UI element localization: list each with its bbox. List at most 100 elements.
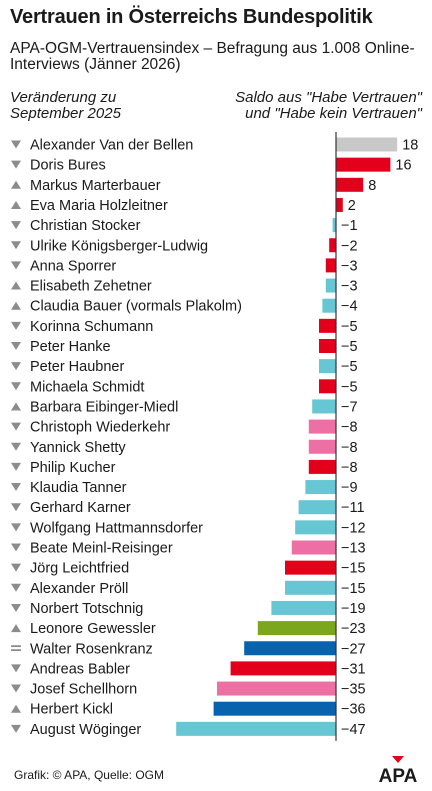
value-label: −12 <box>341 520 366 536</box>
politician-name: Jörg Leichtfried <box>30 561 129 577</box>
politician-name: Elisabeth Zehetner <box>30 279 152 295</box>
trend-up-icon <box>11 180 21 189</box>
politician-name: Anna Sporrer <box>30 258 116 274</box>
value-label: −47 <box>341 722 366 738</box>
chart-subtitle: APA-OGM-Vertrauensindex – Befragung aus … <box>10 40 415 73</box>
bar <box>285 580 336 595</box>
value-label: −35 <box>341 682 366 698</box>
trend-down-icon <box>11 583 21 592</box>
politician-name: August Wöginger <box>30 722 141 738</box>
politician-name: Klaudia Tanner <box>30 480 127 496</box>
value-label: −36 <box>341 702 366 718</box>
value-label: −4 <box>341 299 358 315</box>
trend-down-icon <box>11 664 21 673</box>
trend-down-icon <box>11 140 21 149</box>
trend-down-icon <box>11 523 21 532</box>
trend-down-icon <box>11 422 21 431</box>
politician-name: Peter Haubner <box>30 359 124 375</box>
trend-down-icon <box>11 382 21 391</box>
source-note: Grafik: © APA, Quelle: OGM <box>14 768 164 782</box>
value-label: 2 <box>348 198 356 214</box>
bar <box>257 621 336 636</box>
trend-down-icon <box>11 321 21 330</box>
trend-up-icon <box>11 301 21 310</box>
politician-name: Yannick Shetty <box>30 440 126 456</box>
chart-title: Vertrauen in Österreichs Bundespolitik <box>10 6 373 28</box>
bar <box>319 379 336 394</box>
bar <box>308 459 336 474</box>
trend-down-icon <box>11 543 21 552</box>
value-label: −9 <box>341 480 358 496</box>
bar <box>213 701 336 716</box>
politician-name: Christian Stocker <box>30 218 141 234</box>
bar <box>271 600 336 615</box>
value-label: −3 <box>341 279 358 295</box>
politician-name: Philip Kucher <box>30 460 116 476</box>
trend-down-icon <box>11 603 21 612</box>
bar <box>308 439 336 454</box>
politician-name: Ulrike Königsberger-Ludwig <box>30 238 208 254</box>
trend-down-icon <box>11 221 21 230</box>
politician-name: Eva Maria Holzleitner <box>30 198 168 214</box>
bar <box>336 177 364 192</box>
bar <box>336 137 398 152</box>
value-label: −8 <box>341 440 358 456</box>
bar <box>332 218 336 233</box>
bar <box>308 419 336 434</box>
bar <box>176 721 336 736</box>
politician-name: Claudia Bauer (vormals Plakolm) <box>30 299 242 315</box>
politician-name: Peter Hanke <box>30 339 111 355</box>
trend-down-icon <box>11 462 21 471</box>
value-label: −15 <box>341 561 366 577</box>
bar <box>230 661 336 676</box>
value-label: −11 <box>341 500 365 516</box>
change-header-line2: September 2025 <box>10 105 121 122</box>
trend-down-icon <box>11 724 21 733</box>
politician-name: Leonore Gewessler <box>30 621 156 637</box>
politician-name: Norbert Totschnig <box>30 601 143 617</box>
value-label: −5 <box>341 379 358 395</box>
politician-name: Alexander Van der Bellen <box>30 138 193 154</box>
trend-down-icon <box>11 261 21 270</box>
bar <box>336 197 343 212</box>
bar <box>325 258 336 273</box>
trend-up-icon <box>11 402 21 411</box>
trust-bar-chart: Alexander Van der Bellen 18 Doris Bures 16 M… <box>11 132 418 741</box>
value-label: 18 <box>402 138 418 154</box>
trend-down-icon <box>11 342 21 350</box>
bar <box>319 339 336 353</box>
bar <box>325 278 336 293</box>
trend-up-icon <box>11 200 21 209</box>
trend-down-icon <box>11 241 21 250</box>
politician-name: Wolfgang Hattmannsdorfer <box>30 520 203 536</box>
value-label: −5 <box>341 359 358 375</box>
politician-name: Herbert Kickl <box>30 702 113 718</box>
politician-name: Andreas Babler <box>30 661 130 677</box>
bar <box>322 298 336 313</box>
apa-logo-text: APA <box>379 766 418 784</box>
politician-name: Korinna Schumann <box>30 319 153 335</box>
bar <box>319 318 336 333</box>
trend-equal-icon <box>11 649 21 652</box>
change-header-line1: Veränderung zu <box>10 89 117 106</box>
value-label: −5 <box>341 319 358 335</box>
bar <box>305 480 336 495</box>
bar <box>295 520 336 535</box>
saldo-column-header: Saldo aus "Habe Vertrauen" und "Habe kei… <box>235 90 422 122</box>
value-label: 16 <box>395 158 411 174</box>
value-label: −1 <box>341 218 358 234</box>
trend-up-icon <box>11 281 21 290</box>
politician-name: Michaela Schmidt <box>30 379 144 395</box>
value-label: −8 <box>341 460 358 476</box>
value-label: −19 <box>341 601 366 617</box>
value-label: −31 <box>341 661 366 677</box>
politician-name: Josef Schellhorn <box>30 682 137 698</box>
trend-down-icon <box>11 563 21 572</box>
value-label: −2 <box>341 238 358 254</box>
politician-name: Alexander Pröll <box>30 581 128 597</box>
trend-down-icon <box>11 503 21 512</box>
politician-name: Gerhard Karner <box>30 500 131 516</box>
bar <box>244 641 336 656</box>
trend-down-icon <box>11 684 21 693</box>
politician-name: Walter Rosenkranz <box>30 641 153 657</box>
